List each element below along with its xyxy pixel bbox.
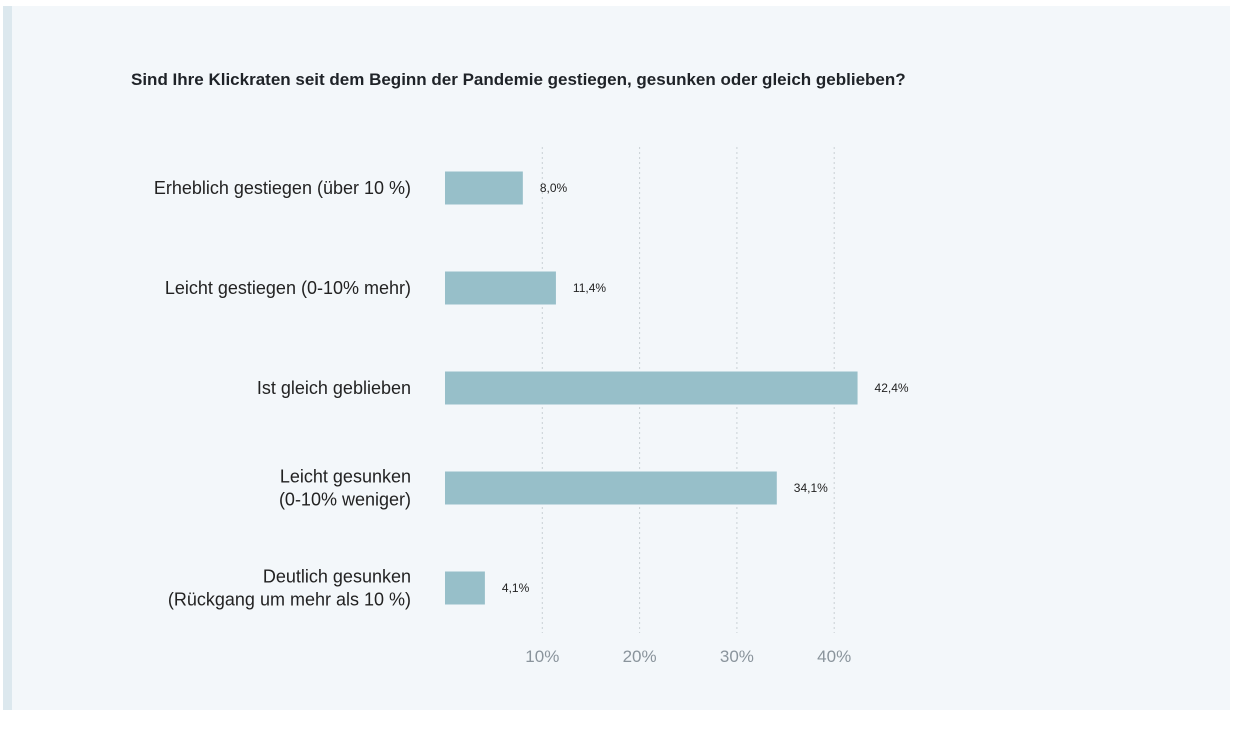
category-labels: Erheblich gestiegen (über 10 %) Leicht ge…	[154, 178, 411, 610]
value-labels: 8,0% 11,4% 42,4% 34,1% 4,1%	[502, 181, 909, 595]
x-axis-ticks: 10% 20% 30% 40%	[525, 647, 851, 666]
category-label: Leicht gesunken (0-10% weniger)	[279, 467, 411, 510]
category-label: Erheblich gestiegen (über 10 %)	[154, 178, 411, 198]
data-label: 34,1%	[794, 481, 828, 495]
data-label: 42,4%	[875, 381, 909, 395]
chart-card	[3, 6, 1230, 710]
bar	[445, 571, 485, 605]
bars	[445, 171, 858, 605]
category-label: Deutlich gesunken (Rückgang um mehr als 1…	[168, 567, 411, 610]
data-label: 8,0%	[540, 181, 568, 195]
category-label: Leicht gestiegen (0-10% mehr)	[165, 278, 411, 298]
x-tick-label: 30%	[720, 647, 754, 666]
x-tick-label: 10%	[525, 647, 559, 666]
x-tick-label: 20%	[623, 647, 657, 666]
bar	[445, 171, 523, 205]
category-label: Ist gleich geblieben	[257, 378, 411, 398]
chart-title: Sind Ihre Klickraten seit dem Beginn der…	[131, 70, 906, 89]
bar	[445, 271, 556, 305]
bar	[445, 371, 858, 405]
gridlines	[541, 147, 835, 633]
card-accent-bar	[3, 6, 12, 710]
bar	[445, 471, 777, 505]
data-label: 11,4%	[573, 281, 606, 295]
data-label: 4,1%	[502, 581, 530, 595]
x-tick-label: 40%	[817, 647, 851, 666]
